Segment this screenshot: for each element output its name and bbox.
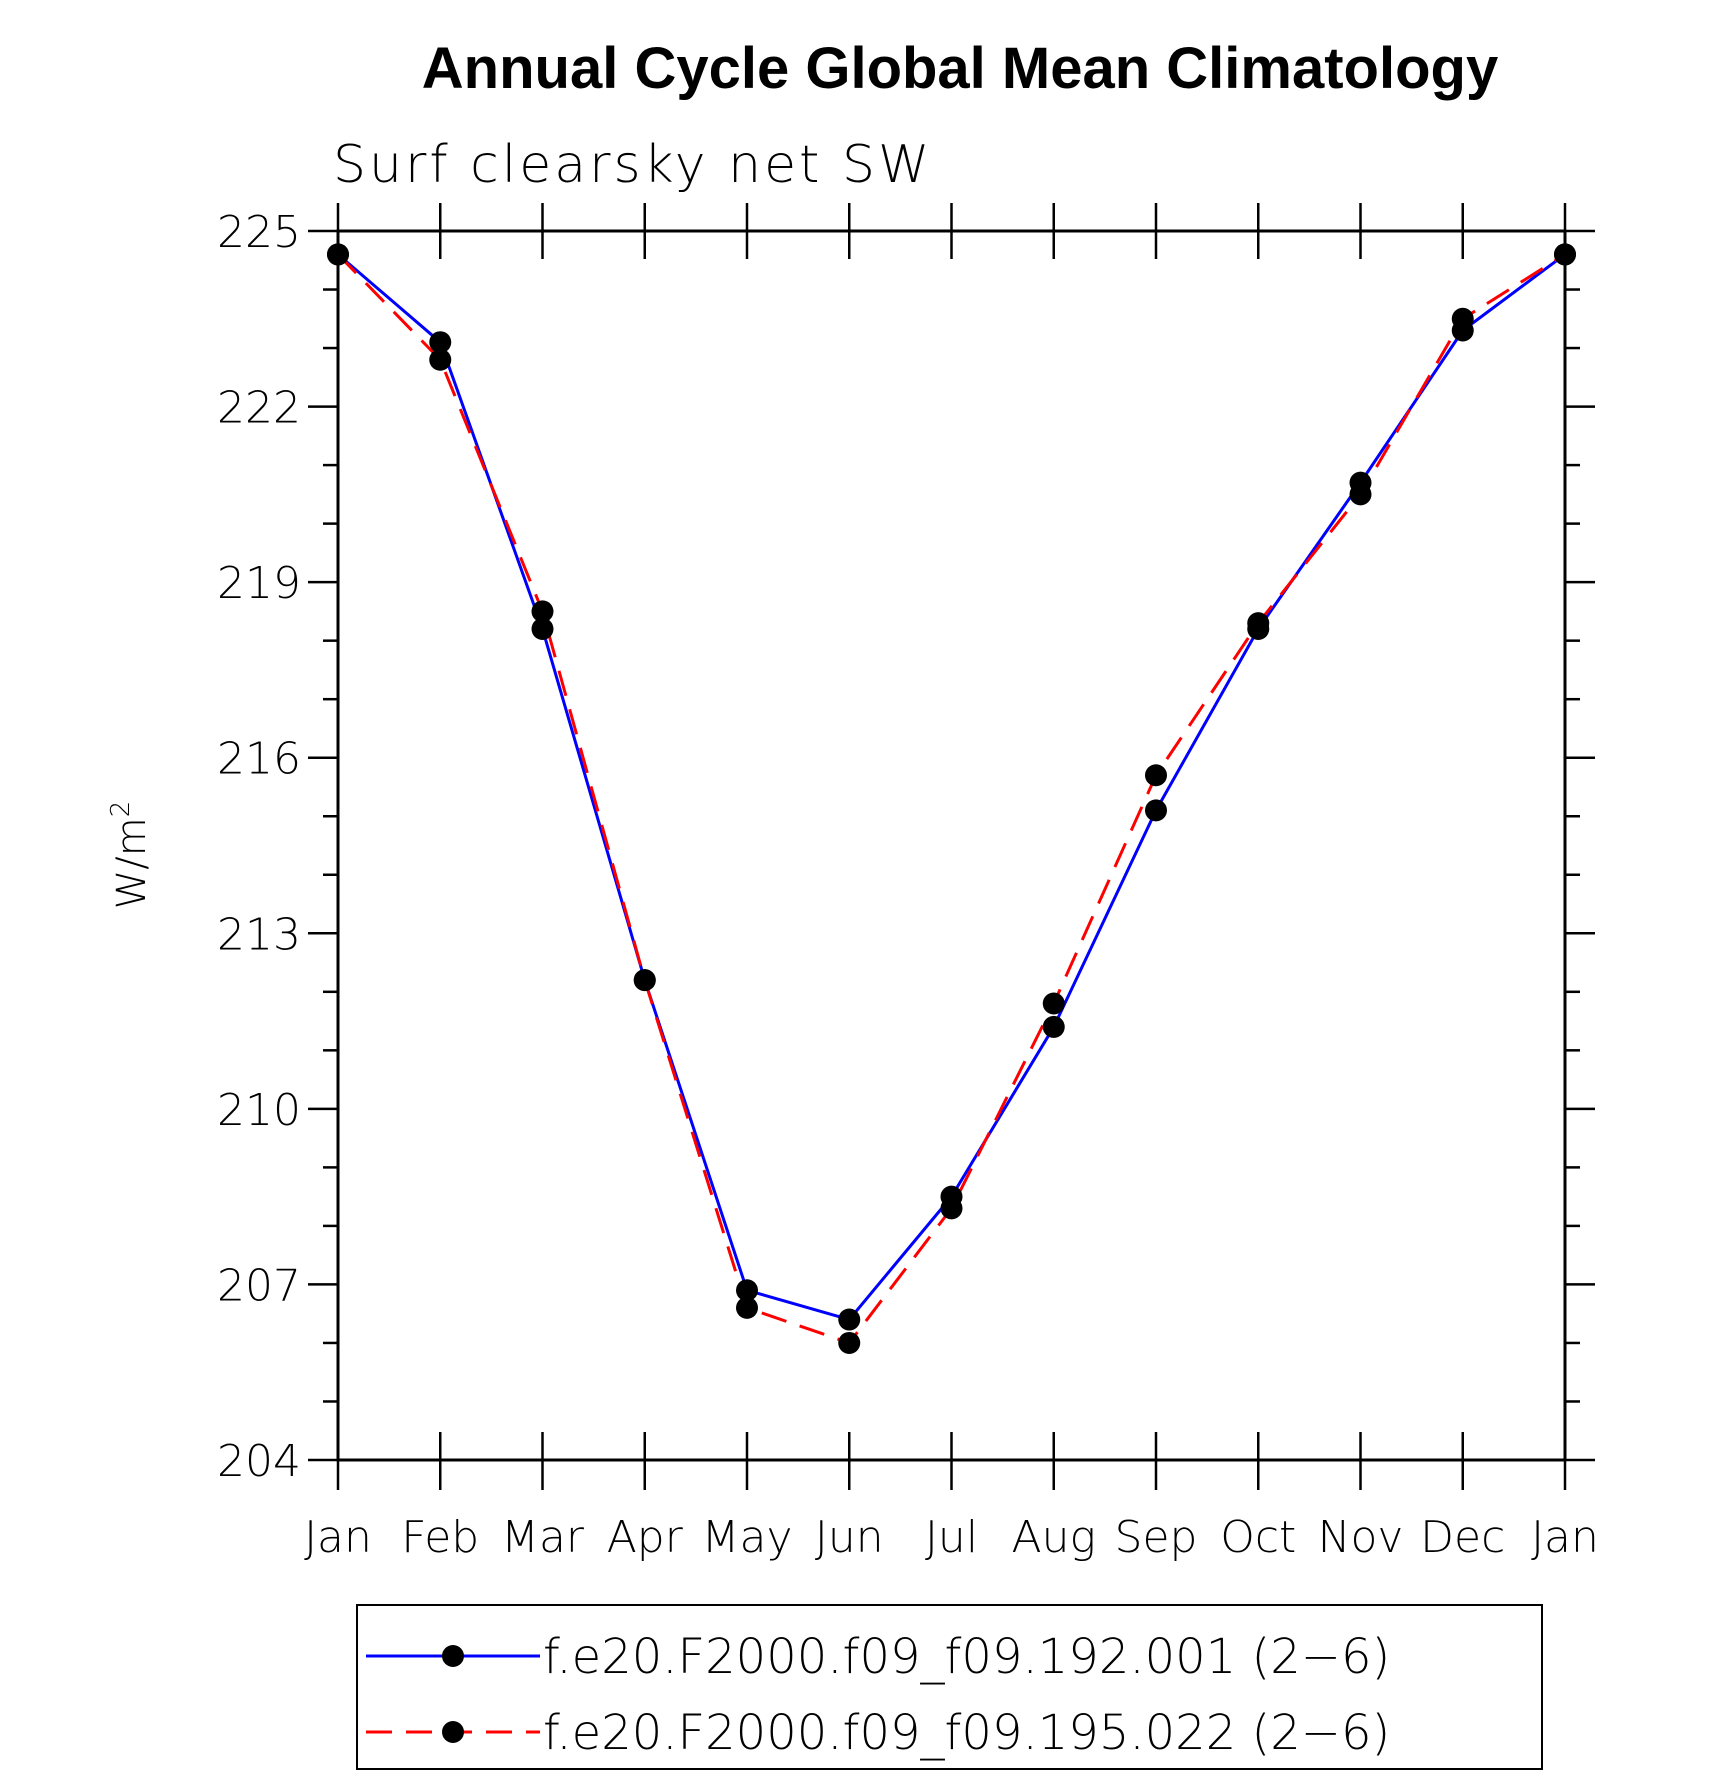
data-point-series-1 bbox=[531, 617, 554, 640]
x-tick-label: Jul bbox=[925, 1512, 978, 1563]
y-tick-label: 213 bbox=[217, 909, 301, 960]
data-point-series-2 bbox=[1247, 612, 1270, 635]
legend-box bbox=[356, 1604, 1543, 1770]
data-point-series-2 bbox=[1042, 992, 1065, 1015]
svg-text:W/m2: W/m2 bbox=[106, 801, 155, 910]
y-axis-label-superscript: 2 bbox=[106, 801, 136, 818]
series-lines bbox=[336, 253, 1566, 1345]
data-point-series-2 bbox=[1451, 307, 1474, 330]
data-point-series-2 bbox=[940, 1197, 963, 1220]
y-tick-label: 225 bbox=[217, 207, 301, 258]
series-markers bbox=[327, 243, 1576, 1354]
chart-subtitle: Surf clearsky net SW bbox=[333, 135, 932, 195]
y-tick-label: 222 bbox=[217, 383, 301, 434]
data-point-series-2 bbox=[1349, 483, 1372, 506]
legend-label-1: f.e20.F2000.f09_f09.192.001 (2−6) bbox=[543, 1629, 1390, 1685]
y-axis-label: W/m2 bbox=[106, 801, 155, 910]
y-tick-label: 204 bbox=[217, 1436, 301, 1487]
x-tick-label: Mar bbox=[501, 1512, 585, 1563]
data-point-series-1 bbox=[736, 1279, 758, 1302]
legend-marker-1 bbox=[442, 1645, 464, 1667]
x-tick-label: Jan bbox=[1531, 1512, 1599, 1563]
data-point-series-1 bbox=[838, 1308, 861, 1331]
chart-title: Annual Cycle Global Mean Climatology bbox=[422, 36, 1498, 101]
y-axis-label-text: W/m bbox=[109, 817, 155, 909]
data-point-series-2 bbox=[531, 600, 554, 623]
series-line-1 bbox=[337, 253, 1566, 1322]
plot-border bbox=[336, 229, 1567, 1462]
x-tick-labels: Jan Feb Mar Apr May Jun Jul Aug Sep Oct Nov Dec Jan bbox=[304, 1512, 1599, 1563]
x-tick-label: Apr bbox=[607, 1512, 684, 1563]
data-point-series-2 bbox=[327, 243, 349, 266]
data-point-series-2 bbox=[633, 969, 656, 992]
legend-label-2: f.e20.F2000.f09_f09.195.022 (2−6) bbox=[543, 1705, 1390, 1761]
legend-marker-2 bbox=[442, 1721, 464, 1743]
plot-frame bbox=[336, 229, 1567, 1462]
legend: f.e20.F2000.f09_f09.192.001 (2−6) f.e20.F… bbox=[356, 1604, 1543, 1770]
data-point-series-2 bbox=[1554, 243, 1576, 266]
data-point-series-1 bbox=[1042, 1015, 1065, 1038]
data-point-series-1 bbox=[429, 331, 452, 354]
data-point-series-1 bbox=[1145, 799, 1167, 822]
x-tick-label: Dec bbox=[1420, 1512, 1505, 1563]
data-point-series-2 bbox=[736, 1296, 758, 1319]
series-line-2 bbox=[336, 253, 1566, 1345]
data-point-series-2 bbox=[838, 1331, 861, 1354]
x-tick-label: Oct bbox=[1220, 1512, 1296, 1563]
x-tick-label: May bbox=[702, 1512, 793, 1563]
data-point-series-2 bbox=[1145, 764, 1167, 787]
x-tick-label: Aug bbox=[1012, 1512, 1096, 1563]
y-tick-labels: 204 207 210 213 216 219 222 225 bbox=[217, 207, 301, 1487]
y-tick-label: 210 bbox=[217, 1085, 301, 1136]
data-point-series-2 bbox=[429, 348, 452, 371]
x-tick-label: Jan bbox=[304, 1512, 372, 1563]
x-tick-label: Jun bbox=[815, 1512, 884, 1563]
y-tick-label: 219 bbox=[217, 558, 301, 609]
x-tick-label: Sep bbox=[1115, 1512, 1198, 1563]
axis-ticks bbox=[308, 203, 1595, 1490]
y-tick-label: 207 bbox=[217, 1260, 301, 1311]
y-tick-label: 216 bbox=[217, 734, 301, 785]
x-tick-label: Nov bbox=[1318, 1512, 1404, 1563]
x-tick-label: Feb bbox=[401, 1512, 479, 1563]
